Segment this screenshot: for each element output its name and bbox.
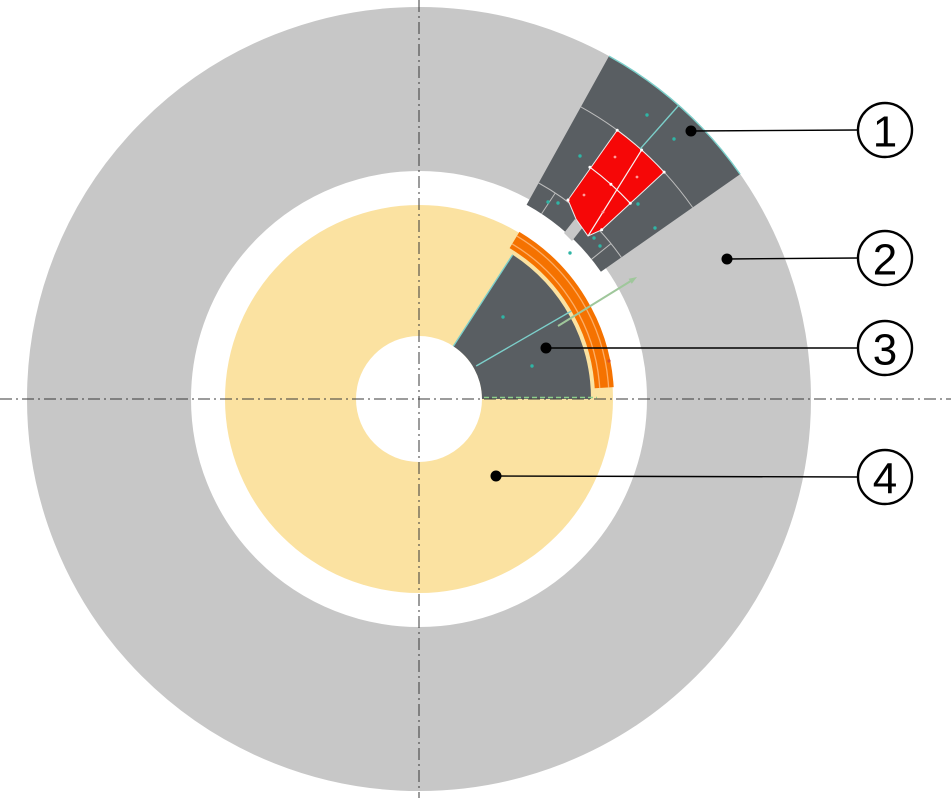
callout-1-balloon bbox=[856, 101, 914, 159]
pole-edge-cyan-line bbox=[452, 254, 514, 347]
node-dot bbox=[672, 137, 676, 141]
node-dot bbox=[568, 251, 572, 255]
slot-opening-channel bbox=[564, 219, 583, 241]
magnet-layer-line-outer bbox=[516, 235, 610, 388]
slot-cyan-radial bbox=[639, 104, 680, 150]
callout-2-leader bbox=[726, 257, 859, 260]
coil-cell-dot bbox=[613, 155, 617, 159]
callout-4-label: 4 bbox=[873, 455, 897, 504]
magnet-arc-layer-lines bbox=[511, 235, 610, 389]
callout-3-dot bbox=[540, 342, 552, 354]
callout-3: 3 bbox=[540, 319, 914, 377]
mesh-vertex bbox=[609, 182, 613, 186]
coil-cell-markers bbox=[582, 155, 639, 214]
callout-1-dot bbox=[685, 125, 697, 137]
node-dot bbox=[578, 154, 582, 158]
tiny-red-marker bbox=[607, 359, 611, 363]
coil-cell-dot bbox=[635, 175, 639, 179]
mesh-node-dots bbox=[501, 113, 676, 368]
callout-2-balloon bbox=[856, 229, 914, 287]
node-dot bbox=[546, 200, 550, 204]
rotor-pole-sector bbox=[453, 254, 592, 399]
node-dot bbox=[636, 202, 640, 206]
construction-lines-cyan bbox=[452, 55, 741, 367]
coil-cell-dot bbox=[582, 193, 586, 197]
callout-1: 1 bbox=[685, 101, 914, 159]
callout-4-dot bbox=[490, 470, 502, 482]
callout-3-label: 3 bbox=[873, 326, 897, 375]
callout-2-label: 2 bbox=[873, 236, 897, 285]
node-dot bbox=[501, 315, 505, 319]
node-dot bbox=[653, 226, 657, 230]
callout-1-label: 1 bbox=[873, 108, 897, 157]
node-dot bbox=[598, 244, 602, 248]
node-dot bbox=[592, 236, 596, 240]
callout-1-leader bbox=[690, 129, 859, 132]
direction-arrow bbox=[557, 277, 637, 327]
mesh-vertex bbox=[662, 170, 666, 174]
callout-2-dot bbox=[721, 253, 733, 265]
node-dot bbox=[645, 113, 649, 117]
magnet-arc bbox=[509, 231, 614, 389]
node-dot bbox=[556, 201, 560, 205]
callout-4-balloon bbox=[856, 448, 914, 506]
mesh-vertex bbox=[588, 165, 592, 169]
coil-cell-dot bbox=[601, 210, 605, 214]
magnet-layer-line-inner bbox=[511, 243, 601, 389]
node-dot bbox=[530, 364, 534, 368]
mesh-vertex bbox=[600, 228, 604, 232]
direction-arrow-shaft bbox=[557, 278, 635, 327]
mesh-vertex bbox=[615, 128, 619, 132]
coil-mesh-radial bbox=[587, 149, 643, 237]
callout-4: 4 bbox=[490, 448, 914, 506]
callout-2: 2 bbox=[721, 229, 914, 287]
callout-4-leader bbox=[495, 475, 859, 478]
mesh-radial-right bbox=[591, 243, 612, 260]
mesh-vertex bbox=[566, 198, 570, 202]
callouts: 1 2 3 4 bbox=[490, 101, 914, 506]
mesh-vertex bbox=[628, 201, 632, 205]
mesh-vertex bbox=[640, 148, 644, 152]
slot-outer-cyan-arc bbox=[608, 55, 741, 175]
direction-arrow-head bbox=[628, 277, 637, 284]
callout-3-balloon bbox=[856, 319, 914, 377]
pole-cyan-radial bbox=[475, 310, 572, 367]
coil-mesh-vertices bbox=[566, 128, 666, 232]
